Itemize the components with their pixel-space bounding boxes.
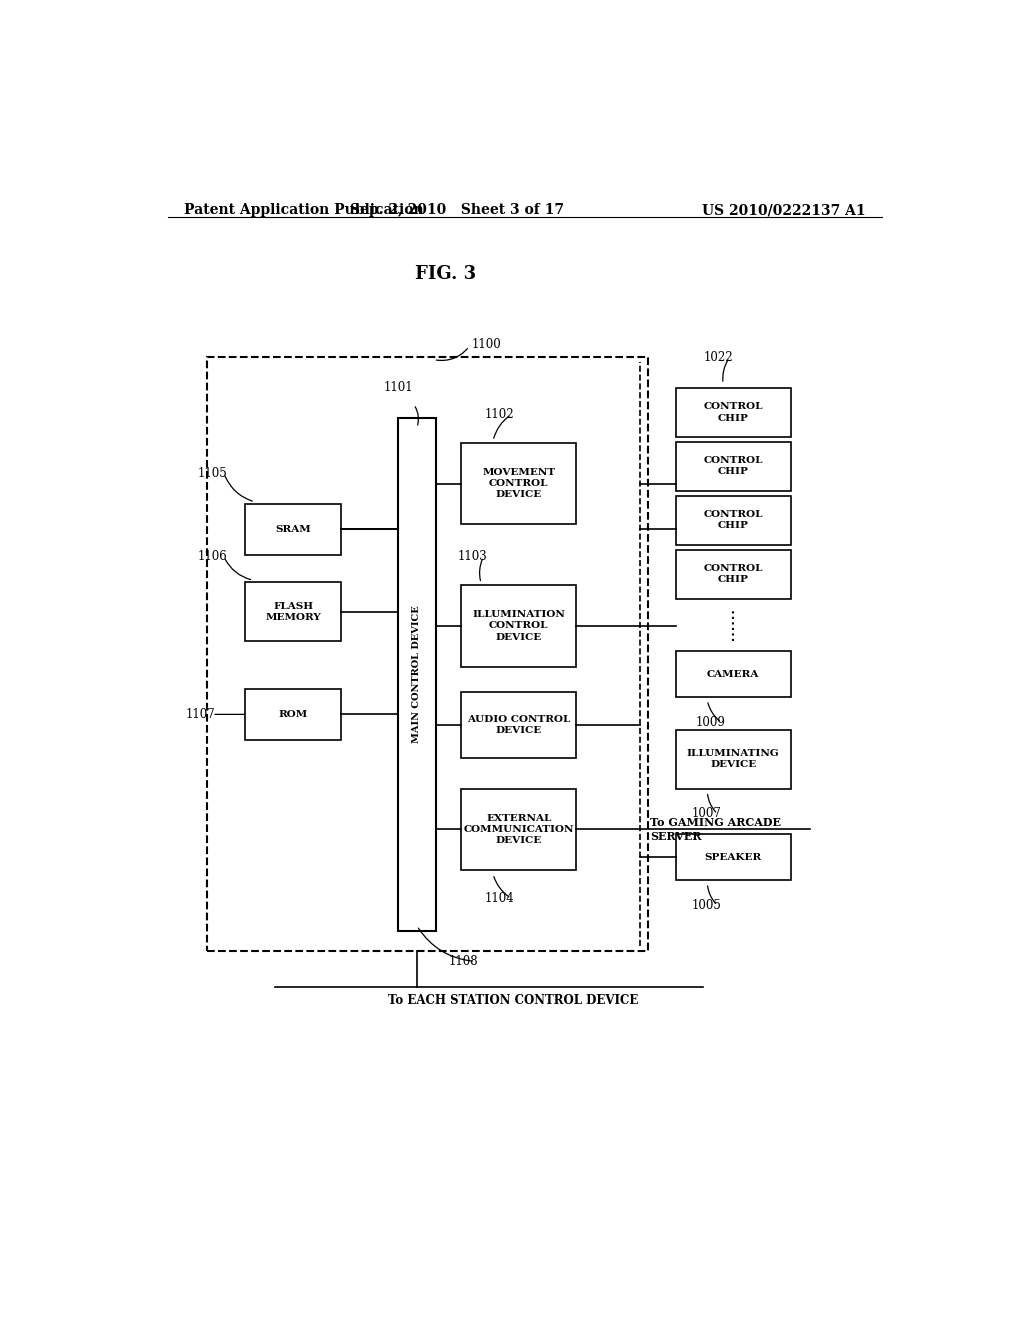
- Text: CONTROL
CHIP: CONTROL CHIP: [703, 457, 763, 477]
- Text: CONTROL
CHIP: CONTROL CHIP: [703, 511, 763, 531]
- Bar: [246, 689, 341, 739]
- Text: 1005: 1005: [691, 899, 721, 912]
- Text: To GAMING ARCADE
SERVER: To GAMING ARCADE SERVER: [650, 817, 781, 842]
- Text: To EACH STATION CONTROL DEVICE: To EACH STATION CONTROL DEVICE: [388, 994, 638, 1007]
- Text: MAIN CONTROL DEVICE: MAIN CONTROL DEVICE: [413, 606, 421, 743]
- Bar: [676, 834, 791, 880]
- Text: ROM: ROM: [279, 710, 307, 719]
- Text: 1007: 1007: [691, 808, 721, 821]
- Text: FIG. 3: FIG. 3: [415, 265, 476, 282]
- Text: Patent Application Publication: Patent Application Publication: [183, 203, 423, 216]
- Text: 1100: 1100: [472, 338, 502, 351]
- Bar: [246, 582, 341, 642]
- Text: CONTROL
CHIP: CONTROL CHIP: [703, 564, 763, 585]
- Text: SRAM: SRAM: [275, 525, 311, 533]
- Text: 1103: 1103: [458, 550, 487, 564]
- Text: 1102: 1102: [485, 408, 515, 421]
- Bar: [246, 504, 341, 554]
- Bar: [676, 442, 791, 491]
- Text: CONTROL
CHIP: CONTROL CHIP: [703, 403, 763, 422]
- Text: 1106: 1106: [198, 550, 227, 564]
- Text: ILLUMINATION
CONTROL
DEVICE: ILLUMINATION CONTROL DEVICE: [472, 610, 565, 642]
- Bar: [461, 788, 577, 870]
- Bar: [461, 585, 577, 667]
- Bar: [676, 549, 791, 598]
- Text: 1107: 1107: [186, 708, 216, 721]
- Bar: [461, 692, 577, 758]
- Text: ILLUMINATING
DEVICE: ILLUMINATING DEVICE: [687, 748, 779, 770]
- Text: 1022: 1022: [703, 351, 733, 364]
- Text: 1105: 1105: [198, 467, 227, 480]
- Text: 1108: 1108: [449, 954, 478, 968]
- Text: MOVEMENT
CONTROL
DEVICE: MOVEMENT CONTROL DEVICE: [482, 469, 555, 499]
- Text: 1101: 1101: [384, 381, 413, 395]
- Text: Sep. 2, 2010   Sheet 3 of 17: Sep. 2, 2010 Sheet 3 of 17: [350, 203, 564, 216]
- Bar: [207, 356, 648, 952]
- Text: US 2010/0222137 A1: US 2010/0222137 A1: [702, 203, 866, 216]
- Bar: [676, 388, 791, 437]
- Text: 1104: 1104: [485, 892, 515, 904]
- Text: AUDIO CONTROL
DEVICE: AUDIO CONTROL DEVICE: [467, 715, 570, 735]
- Text: FLASH
MEMORY: FLASH MEMORY: [265, 602, 321, 622]
- Text: 1009: 1009: [695, 715, 725, 729]
- Text: SPEAKER: SPEAKER: [705, 853, 762, 862]
- Text: CAMERA: CAMERA: [707, 669, 760, 678]
- Bar: [397, 417, 436, 931]
- Bar: [676, 730, 791, 788]
- Bar: [676, 496, 791, 545]
- Bar: [676, 651, 791, 697]
- Text: EXTERNAL
COMMUNICATION
DEVICE: EXTERNAL COMMUNICATION DEVICE: [464, 813, 574, 845]
- Bar: [461, 444, 577, 524]
